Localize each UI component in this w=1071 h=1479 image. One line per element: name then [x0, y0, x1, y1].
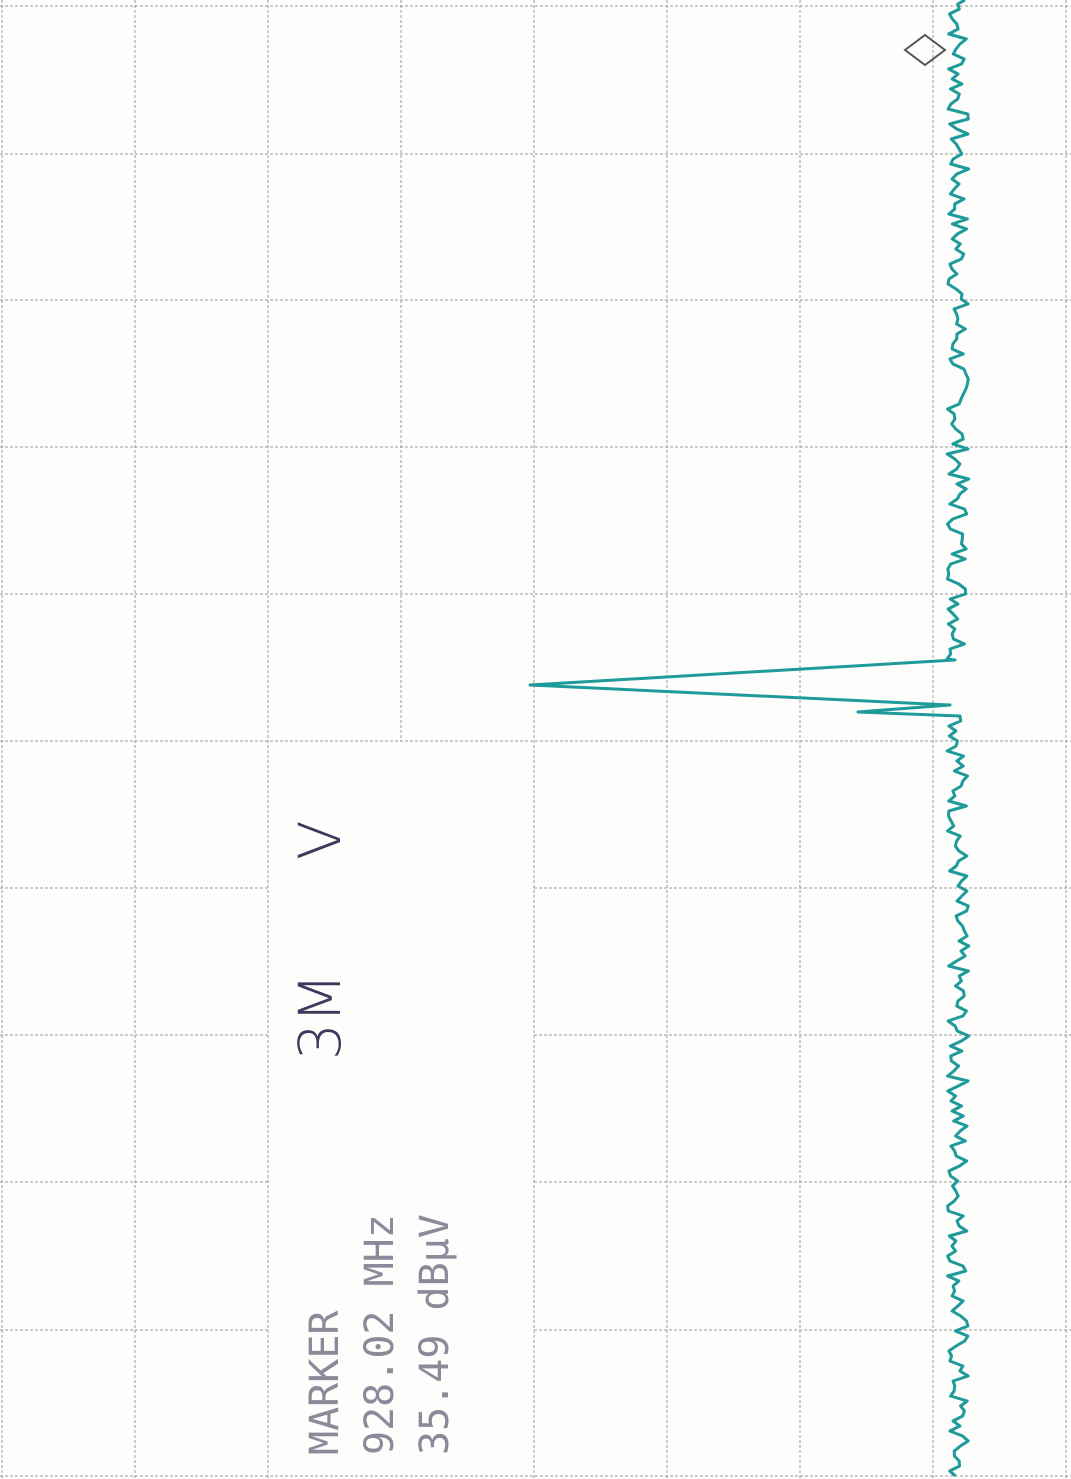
handwritten-polarization: V	[286, 820, 354, 860]
spectrum-trace	[528, 0, 971, 1478]
marker-label: MARKER	[302, 1310, 348, 1455]
marker-frequency: 928.02 MHz	[357, 1214, 403, 1455]
marker-level: 35.49 dBµV	[412, 1214, 458, 1455]
marker-diamond	[903, 33, 947, 67]
handwritten-distance: 3M	[286, 973, 354, 1060]
